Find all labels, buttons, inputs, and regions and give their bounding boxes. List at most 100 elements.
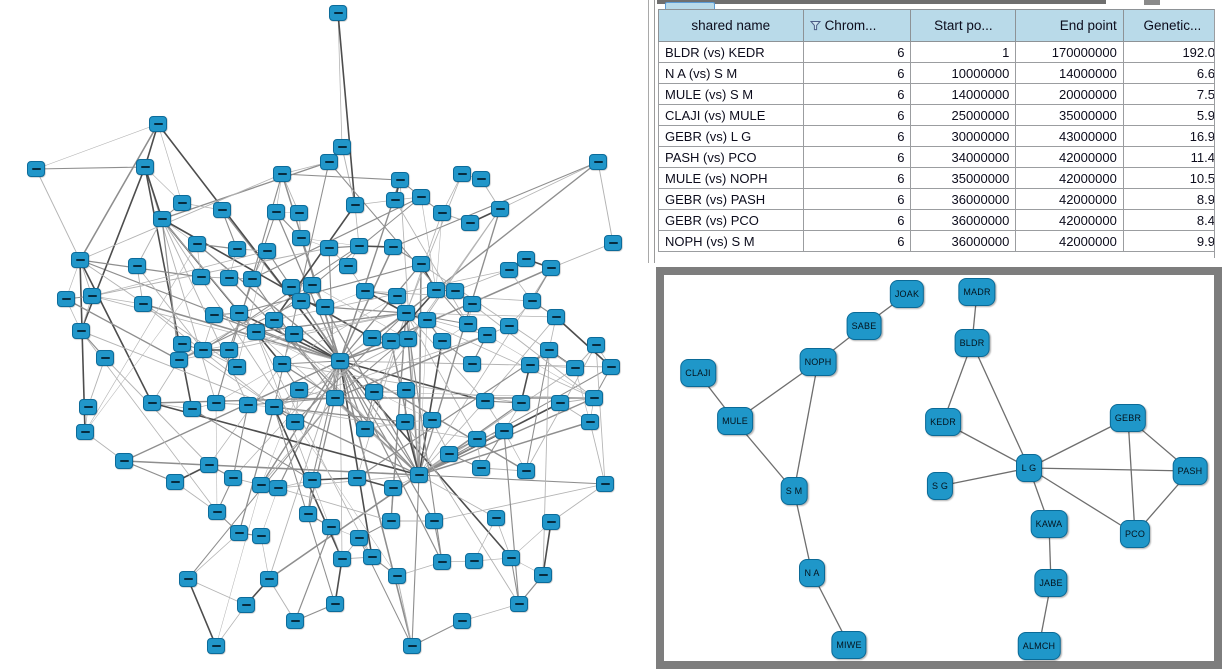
cell-value[interactable]: 6 bbox=[802, 125, 912, 147]
network-node-n-a[interactable]: N A bbox=[799, 559, 825, 587]
network-node[interactable] bbox=[433, 333, 451, 349]
network-node[interactable] bbox=[604, 235, 622, 251]
table-row[interactable]: GEBR (vs) L G 6 30000000 43000000 16.9 bbox=[658, 125, 1222, 147]
network-node[interactable] bbox=[173, 195, 191, 211]
network-node[interactable] bbox=[542, 514, 560, 530]
network-node[interactable] bbox=[230, 525, 248, 541]
network-node[interactable] bbox=[596, 476, 614, 492]
network-node[interactable] bbox=[423, 412, 441, 428]
network-node[interactable] bbox=[333, 139, 351, 155]
network-node[interactable] bbox=[472, 171, 490, 187]
network-node[interactable] bbox=[446, 283, 464, 299]
network-node[interactable] bbox=[397, 382, 415, 398]
network-node[interactable] bbox=[153, 211, 171, 227]
cell-value[interactable]: 35000000 bbox=[910, 167, 1017, 189]
network-node-l-g[interactable]: L G bbox=[1016, 454, 1042, 482]
network-node-claji[interactable]: CLAJI bbox=[680, 359, 716, 387]
network-node[interactable] bbox=[265, 312, 283, 328]
cell-value[interactable]: 170000000 bbox=[1015, 41, 1124, 63]
cell-value[interactable]: 6 bbox=[802, 41, 912, 63]
network-node[interactable] bbox=[491, 201, 509, 217]
network-node[interactable] bbox=[303, 472, 321, 488]
network-node[interactable] bbox=[322, 519, 340, 535]
network-node[interactable] bbox=[384, 480, 402, 496]
network-node[interactable] bbox=[170, 352, 188, 368]
network-node[interactable] bbox=[363, 549, 381, 565]
network-node[interactable] bbox=[412, 189, 430, 205]
cell-shared-name[interactable]: N A (vs) S M bbox=[658, 62, 804, 84]
network-node[interactable] bbox=[71, 252, 89, 268]
network-node-madr[interactable]: MADR bbox=[958, 278, 996, 306]
network-node-jabe[interactable]: JABE bbox=[1034, 569, 1068, 597]
network-node[interactable] bbox=[247, 324, 265, 340]
network-node[interactable] bbox=[286, 613, 304, 629]
network-node[interactable] bbox=[230, 305, 248, 321]
network-node[interactable] bbox=[500, 262, 518, 278]
network-node[interactable] bbox=[243, 271, 261, 287]
network-node[interactable] bbox=[267, 204, 285, 220]
network-node[interactable] bbox=[463, 356, 481, 372]
cell-value[interactable]: 42000000 bbox=[1015, 188, 1124, 210]
network-node[interactable] bbox=[224, 470, 242, 486]
cell-value[interactable]: 42000000 bbox=[1015, 167, 1124, 189]
network-node[interactable] bbox=[326, 390, 344, 406]
network-node[interactable] bbox=[523, 293, 541, 309]
table-row[interactable]: N A (vs) S M 6 10000000 14000000 6.6 bbox=[658, 62, 1222, 84]
column-header-shared-name[interactable]: shared name bbox=[658, 9, 804, 42]
network-node[interactable] bbox=[79, 399, 97, 415]
network-node-almch[interactable]: ALMCH bbox=[1017, 632, 1061, 660]
network-node-pco[interactable]: PCO bbox=[1119, 520, 1151, 548]
table-row[interactable]: NOPH (vs) S M 6 36000000 42000000 9.9 bbox=[658, 230, 1222, 252]
network-node[interactable] bbox=[521, 357, 539, 373]
cell-value[interactable]: 1 bbox=[910, 41, 1017, 63]
network-node[interactable] bbox=[581, 414, 599, 430]
column-header-start-po[interactable]: Start po... bbox=[910, 9, 1017, 42]
cell-value[interactable]: 43000000 bbox=[1015, 125, 1124, 147]
cell-value[interactable]: 14000000 bbox=[1015, 62, 1124, 84]
network-node[interactable] bbox=[286, 414, 304, 430]
network-node-kawa[interactable]: KAWA bbox=[1030, 510, 1068, 538]
column-header-end-point[interactable]: End point bbox=[1015, 9, 1124, 42]
network-node[interactable] bbox=[331, 353, 349, 369]
table-tab-fragment[interactable] bbox=[665, 2, 715, 10]
network-node[interactable] bbox=[76, 424, 94, 440]
network-node[interactable] bbox=[183, 401, 201, 417]
cell-value[interactable]: 10.5 bbox=[1122, 167, 1222, 189]
network-node[interactable] bbox=[433, 554, 451, 570]
network-node[interactable] bbox=[252, 528, 270, 544]
network-node[interactable] bbox=[382, 513, 400, 529]
table-row[interactable]: PASH (vs) PCO 6 34000000 42000000 11.4 bbox=[658, 146, 1222, 168]
cell-value[interactable]: 11.4 bbox=[1122, 146, 1222, 168]
network-node[interactable] bbox=[299, 506, 317, 522]
cell-value[interactable]: 42000000 bbox=[1015, 230, 1124, 252]
network-node[interactable] bbox=[303, 277, 321, 293]
network-node[interactable] bbox=[534, 567, 552, 583]
network-node[interactable] bbox=[143, 395, 161, 411]
cell-value[interactable]: 25000000 bbox=[910, 104, 1017, 126]
cell-value[interactable]: 6 bbox=[802, 104, 912, 126]
network-node[interactable] bbox=[356, 421, 374, 437]
cell-value[interactable]: 35000000 bbox=[1015, 104, 1124, 126]
cell-value[interactable]: 6 bbox=[802, 209, 912, 231]
network-node[interactable] bbox=[356, 283, 374, 299]
cell-value[interactable]: 7.5 bbox=[1122, 83, 1222, 105]
cell-shared-name[interactable]: MULE (vs) NOPH bbox=[658, 167, 804, 189]
network-node[interactable] bbox=[476, 393, 494, 409]
network-node[interactable] bbox=[365, 384, 383, 400]
network-node[interactable] bbox=[96, 350, 114, 366]
cell-value[interactable]: 20000000 bbox=[1015, 83, 1124, 105]
network-node[interactable] bbox=[320, 240, 338, 256]
cell-value[interactable]: 10000000 bbox=[910, 62, 1017, 84]
network-node-s-g[interactable]: S G bbox=[926, 472, 954, 500]
network-node[interactable] bbox=[252, 477, 270, 493]
network-node-sabe[interactable]: SABE bbox=[846, 312, 882, 340]
network-node[interactable] bbox=[500, 318, 518, 334]
network-node[interactable] bbox=[260, 571, 278, 587]
table-row[interactable]: BLDR (vs) KEDR 6 1 170000000 192.0 bbox=[658, 41, 1222, 63]
network-node-mule[interactable]: MULE bbox=[717, 407, 753, 435]
network-node[interactable] bbox=[179, 571, 197, 587]
network-node[interactable] bbox=[316, 299, 334, 315]
network-node[interactable] bbox=[346, 197, 364, 213]
table-row[interactable]: CLAJI (vs) MULE 6 25000000 35000000 5.9 bbox=[658, 104, 1222, 126]
network-node[interactable] bbox=[348, 470, 366, 486]
